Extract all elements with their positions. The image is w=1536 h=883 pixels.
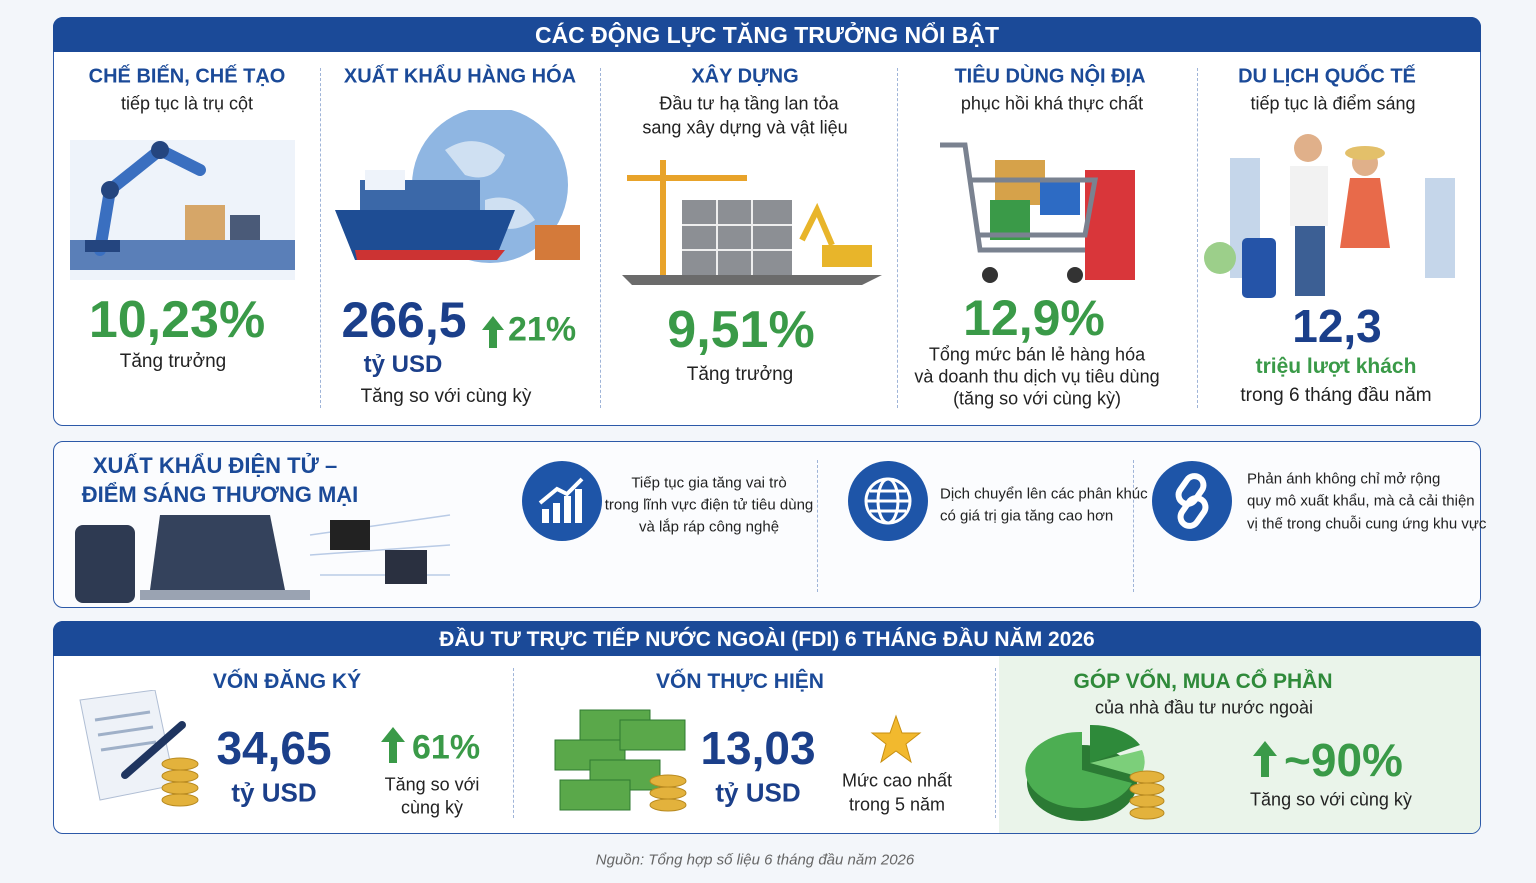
item-unit: tỷ USD [363, 351, 443, 378]
pie-illustration [1025, 724, 1165, 821]
star-icon [870, 714, 922, 764]
electronics-illustration [75, 514, 451, 603]
item-value: 12,9% [963, 290, 1105, 346]
item-caption: Tăng trưởng [686, 364, 794, 385]
item-caption: Tăng so với cùng kỳ [360, 386, 532, 407]
item-title: TIÊU DÙNG NỘI ĐỊA [954, 65, 1146, 88]
point-text: Tiếp tục gia tăng vai trò [631, 474, 787, 492]
point-text: trong lĩnh vực điện tử tiêu dùng [604, 496, 814, 514]
item-title: DU LỊCH QUỐC TẾ [1238, 65, 1416, 88]
fdi-item-change: 61% [412, 728, 481, 767]
item-subtitle: tiếp tục là điểm sáng [1250, 93, 1416, 114]
separator [600, 68, 601, 408]
ship-illustration [335, 110, 580, 263]
section-title: XUẤT KHẨU ĐIỆN TỬ – [92, 453, 338, 478]
fdi-item-title: VỐN ĐĂNG KÝ [212, 670, 362, 693]
item-caption: và doanh thu dịch vụ tiêu dùng [914, 366, 1160, 387]
separator [995, 668, 996, 818]
fdi-item-unit: tỷ USD [231, 777, 317, 808]
item-caption: (tăng so với cùng kỳ) [953, 388, 1121, 409]
item-caption: Tổng mức bán lẻ hàng hóa [928, 344, 1146, 365]
robot-illustration [70, 140, 295, 280]
up-arrow [1253, 741, 1277, 777]
fdi-item-value: 34,65 [216, 722, 332, 774]
separator [320, 68, 321, 408]
separator [897, 68, 898, 408]
item-subtitle: Đầu tư hạ tầng lan tỏa [659, 93, 839, 114]
separator [1197, 68, 1198, 408]
source-note: Nguồn: Tổng hợp số liệu 6 tháng đầu năm … [595, 851, 915, 869]
item-subtitle: phục hồi khá thực chất [960, 93, 1144, 114]
point-text: vị thế trong chuỗi cung ứng khu vực [1247, 515, 1487, 533]
item-subtitle: sang xây dựng và vật liệu [642, 117, 848, 138]
electronics-panel [53, 441, 1481, 608]
fdi-item-title: VỐN THỰC HIỆN [656, 670, 824, 693]
construction-illustration [622, 160, 882, 285]
fdi-item-caption: Tăng so với cùng kỳ [1250, 789, 1412, 810]
growth-title: CÁC ĐỘNG LỰC TĂNG TRƯỞNG NỔI BẬT [53, 17, 1481, 52]
section-title: ĐIỂM SÁNG THƯƠNG MẠI [81, 482, 359, 507]
tourism-illustration [1204, 134, 1455, 298]
fdi-item-caption: trong 5 năm [848, 794, 946, 815]
separator [513, 668, 514, 818]
fdi-item-unit: tỷ USD [715, 777, 801, 808]
item-value: 10,23% [88, 291, 266, 349]
point-text: Phản ánh không chỉ mở rộng [1247, 470, 1441, 488]
cart-illustration [940, 142, 1135, 283]
up-arrow [381, 727, 405, 763]
fdi-title: ĐẦU TƯ TRỰC TIẾP NƯỚC NGOÀI (FDI) 6 THÁN… [53, 621, 1481, 656]
item-value: 12,3 [1292, 300, 1382, 352]
link-icon [1152, 461, 1232, 541]
fdi-item-change: ~90% [1284, 734, 1403, 786]
separator [817, 460, 818, 592]
fdi-item-title: GÓP VỐN, MUA CỔ PHẦN [1073, 670, 1333, 693]
item-caption: Tăng trưởng [119, 351, 227, 372]
chart-icon [522, 461, 602, 541]
document-illustration [79, 690, 199, 807]
fdi-item-value: 13,03 [700, 722, 816, 774]
item-title: XÂY DỰNG [691, 65, 799, 88]
item-change: 21% [508, 310, 577, 349]
fdi-item-caption: Mức cao nhất [841, 770, 953, 791]
point-text: có giá trị gia tăng cao hơn [940, 507, 1114, 525]
point-text: quy mô xuất khẩu, mà cả cải thiện [1247, 492, 1475, 510]
item-title: XUẤT KHẨU HÀNG HÓA [343, 65, 577, 88]
fdi-item-caption: Tăng so với [384, 774, 480, 795]
fdi-item-subtitle: của nhà đầu tư nước ngoài [1094, 697, 1314, 718]
point-text: Dịch chuyển lên các phân khúc [940, 485, 1148, 503]
separator [1133, 460, 1134, 592]
item-value: 9,51% [667, 301, 815, 359]
item-unit: triệu lượt khách [1255, 355, 1417, 378]
point-text: và lắp ráp công nghệ [638, 518, 780, 536]
up-arrow [482, 316, 504, 348]
money-illustration [554, 709, 687, 812]
globe-icon [848, 461, 928, 541]
item-title: CHẾ BIẾN, CHẾ TẠO [88, 65, 286, 88]
item-value: 266,5 [341, 292, 467, 348]
fdi-item-caption: cùng kỳ [400, 797, 464, 818]
item-caption: trong 6 tháng đầu năm [1240, 385, 1432, 406]
item-subtitle: tiếp tục là trụ cột [120, 93, 254, 114]
